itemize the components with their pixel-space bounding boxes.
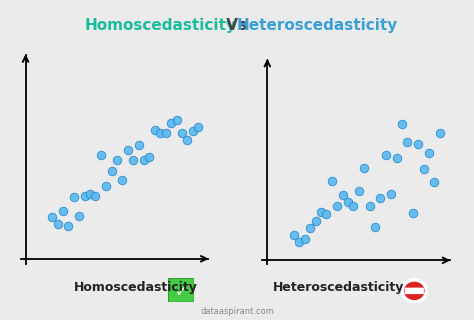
Point <box>360 165 368 170</box>
Point <box>387 192 395 197</box>
Point <box>48 214 56 219</box>
Point <box>70 195 78 200</box>
Point <box>409 211 417 216</box>
Text: Homoscedasticity: Homoscedasticity <box>85 18 237 33</box>
Point <box>167 121 175 126</box>
Point <box>322 211 330 216</box>
Point <box>97 152 105 157</box>
Circle shape <box>402 280 427 302</box>
Text: ✓: ✓ <box>175 284 188 299</box>
Point <box>425 150 433 156</box>
Point <box>333 204 341 209</box>
Point <box>189 128 197 133</box>
Point <box>382 152 390 157</box>
FancyBboxPatch shape <box>168 278 194 302</box>
Point <box>290 232 298 237</box>
Text: Heteroscedasticity: Heteroscedasticity <box>237 18 398 33</box>
Point <box>194 125 202 130</box>
Point <box>91 194 99 199</box>
FancyBboxPatch shape <box>405 288 424 294</box>
Point <box>414 141 422 146</box>
Point <box>129 158 137 163</box>
Point <box>113 158 121 163</box>
Point <box>431 179 438 184</box>
Point <box>393 156 401 161</box>
Text: dataaspirant.com: dataaspirant.com <box>200 308 274 316</box>
Point <box>156 131 164 136</box>
Point <box>86 191 94 196</box>
Text: Vs: Vs <box>221 18 253 33</box>
Point <box>317 210 325 215</box>
Point <box>306 225 314 230</box>
Point <box>118 177 126 182</box>
Point <box>59 208 67 213</box>
Point <box>124 147 132 152</box>
Point <box>371 225 379 230</box>
Point <box>420 166 428 171</box>
Point <box>135 142 143 147</box>
Point <box>366 204 374 209</box>
Point <box>173 118 180 123</box>
Point <box>339 193 346 198</box>
Point <box>178 131 186 136</box>
Text: Heteroscedasticity: Heteroscedasticity <box>273 282 404 294</box>
Point <box>344 199 352 204</box>
Point <box>295 239 303 244</box>
Point <box>108 168 115 173</box>
Point <box>328 179 336 184</box>
Point <box>102 183 110 188</box>
Point <box>355 189 363 194</box>
Point <box>312 219 319 224</box>
Point <box>301 236 309 242</box>
Point <box>436 130 444 135</box>
Point <box>162 130 170 135</box>
Text: Homoscedasticity: Homoscedasticity <box>73 282 197 294</box>
Point <box>404 139 411 144</box>
Point <box>151 128 159 133</box>
Point <box>81 194 88 199</box>
Point <box>146 155 153 160</box>
Point <box>64 224 72 229</box>
Point <box>183 138 191 143</box>
Point <box>349 203 357 208</box>
Point <box>140 157 148 163</box>
Point <box>377 196 384 201</box>
Point <box>75 214 83 219</box>
Point <box>54 222 61 227</box>
Point <box>398 121 406 126</box>
